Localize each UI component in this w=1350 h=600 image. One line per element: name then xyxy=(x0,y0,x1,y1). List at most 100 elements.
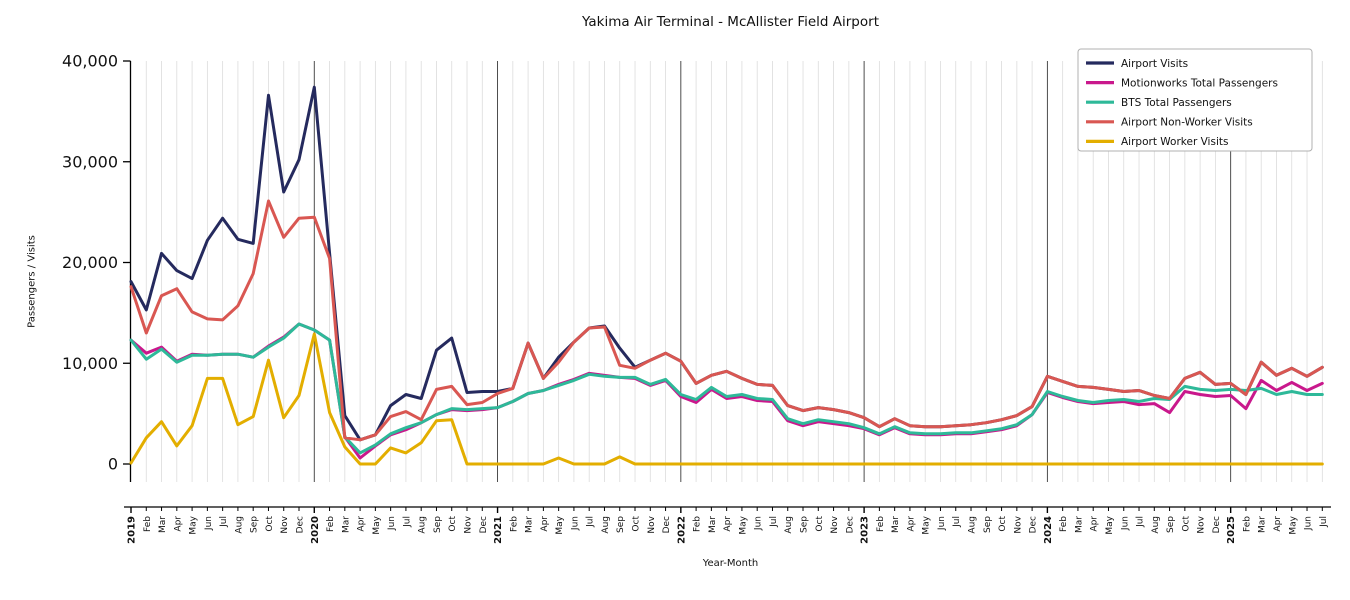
x-tick-label: Dec xyxy=(662,516,672,533)
x-tick-label: Dec xyxy=(1212,516,1222,533)
x-tick-label: Sep xyxy=(616,516,626,533)
x-tick-label: Oct xyxy=(815,516,825,532)
x-tick-label: Feb xyxy=(876,516,886,532)
chart-title: Yakima Air Terminal - McAllister Field A… xyxy=(582,14,879,30)
x-tick-label: Sep xyxy=(433,516,443,533)
x-tick-label: Jun xyxy=(754,516,764,531)
x-tick-label: Aug xyxy=(601,516,611,534)
legend-box xyxy=(1077,48,1313,152)
x-tick-label: Apr xyxy=(1090,516,1100,532)
y-tick-label: 10,000 xyxy=(62,354,118,373)
x-tick-label: Sep xyxy=(1166,516,1176,533)
x-tick-label: 2020 xyxy=(310,516,321,544)
x-tick-label: Nov xyxy=(1197,515,1207,533)
x-tick-label: Mar xyxy=(1074,516,1084,533)
x-tick-label: Nov xyxy=(1013,515,1023,533)
series-group xyxy=(129,85,1324,466)
x-tick-label: Jul xyxy=(402,516,412,528)
legend-label: BTS Total Passengers xyxy=(1121,97,1232,109)
x-tick-label: 2025 xyxy=(1226,516,1237,544)
x-tick-label: Apr xyxy=(906,516,916,532)
x-tick-label: Apr xyxy=(357,516,367,532)
x-tick-label: Jun xyxy=(1304,516,1314,531)
x-tick-label: Oct xyxy=(448,516,458,532)
x-tick-label: Mar xyxy=(158,516,168,533)
x-tick-label: May xyxy=(1105,515,1115,534)
x-tick-label: Jul xyxy=(586,516,596,528)
x-tick-label: May xyxy=(738,515,748,534)
x-tick-label: Apr xyxy=(540,516,550,532)
x-tick-label: Sep xyxy=(250,516,260,533)
x-tick-label: 2022 xyxy=(676,516,687,544)
x-tick-label: Aug xyxy=(1151,516,1161,534)
x-tick-label: Nov xyxy=(830,515,840,533)
x-tick-label: Aug xyxy=(418,516,428,534)
x-tick-label: Feb xyxy=(326,516,336,532)
y-tick-label: 30,000 xyxy=(62,152,118,171)
x-tick-label: Jul xyxy=(769,516,779,528)
x-tick-label: Dec xyxy=(296,516,306,533)
x-tick-label: Oct xyxy=(265,516,275,532)
x-tick-label: Mar xyxy=(891,516,901,533)
legend-label: Motionworks Total Passengers xyxy=(1121,77,1278,89)
series-line-bts-total-passengers xyxy=(129,322,1324,455)
x-tick-label: Feb xyxy=(693,516,703,532)
x-tick-label: Dec xyxy=(479,516,489,533)
x-tick-label: Mar xyxy=(341,516,351,533)
x-tick-label: Jul xyxy=(1319,516,1329,528)
x-tick-label: 2024 xyxy=(1043,516,1054,544)
x-tick-label: May xyxy=(1288,515,1298,534)
legend-label: Airport Non-Worker Visits xyxy=(1121,117,1253,129)
legend-label: Airport Worker Visits xyxy=(1121,136,1228,148)
x-tick-label: Nov xyxy=(647,515,657,533)
x-tick-label: Oct xyxy=(1181,516,1191,532)
legend: Airport Visits Motionworks Total Passenge… xyxy=(1077,48,1313,152)
x-tick-label: Jun xyxy=(1120,516,1130,531)
x-tick-label: Aug xyxy=(968,516,978,534)
x-tick-label: Oct xyxy=(632,516,642,532)
x-tick-label: May xyxy=(555,515,565,534)
x-tick-label: Apr xyxy=(723,516,733,532)
x-tick-label: Jul xyxy=(952,516,962,528)
x-tick-label: Jul xyxy=(1136,516,1146,528)
x-tick-label: Jun xyxy=(387,516,397,531)
x-tick-label: Mar xyxy=(525,516,535,533)
y-tick-label: 20,000 xyxy=(62,253,118,272)
x-tick-label: Oct xyxy=(998,516,1008,532)
y-tick-label: 40,000 xyxy=(62,52,118,71)
x-tick-label: Nov xyxy=(464,515,474,533)
series-line-airport-non-worker-visits xyxy=(129,199,1324,442)
x-tick-label: Mar xyxy=(1258,516,1268,533)
x-tick-label: Sep xyxy=(800,516,810,533)
x-tick-label: Nov xyxy=(280,515,290,533)
x-tick-label: Sep xyxy=(983,516,993,533)
x-tick-label: Feb xyxy=(1242,516,1252,532)
x-tick-label: Aug xyxy=(784,516,794,534)
x-axis: 2019 Feb Mar Apr May Jun Jul Aug Sep Oct Nov Dec 202… xyxy=(124,506,1331,544)
y-axis: 0 10,000 20,000 30,000 40,000 xyxy=(62,52,132,482)
x-tick-label: Jun xyxy=(937,516,947,531)
x-tick-label: 2021 xyxy=(493,516,504,544)
x-tick-label: 2023 xyxy=(860,516,871,544)
x-tick-label: May xyxy=(372,515,382,534)
x-tick-label: Mar xyxy=(708,516,718,533)
y-axis-label: Passengers / Visits xyxy=(26,235,38,328)
x-tick-label: Feb xyxy=(143,516,153,532)
x-axis-label: Year-Month xyxy=(702,558,759,569)
x-tick-label: Jun xyxy=(204,516,214,531)
x-tick-label: Jun xyxy=(570,516,580,531)
x-tick-label: Dec xyxy=(845,516,855,533)
x-tick-label: Feb xyxy=(509,516,519,532)
x-tick-label: May xyxy=(189,515,199,534)
x-tick-label: Dec xyxy=(1029,516,1039,533)
x-tick-label: May xyxy=(922,515,932,534)
x-tick-label: Jul xyxy=(219,516,229,528)
x-tick-label: Feb xyxy=(1059,516,1069,532)
x-tick-label: Apr xyxy=(1273,516,1283,532)
series-line-airport-worker-visits xyxy=(129,332,1324,466)
x-tick-label: 2019 xyxy=(127,516,138,544)
y-tick-label: 0 xyxy=(108,455,118,474)
legend-label: Airport Visits xyxy=(1121,58,1188,70)
